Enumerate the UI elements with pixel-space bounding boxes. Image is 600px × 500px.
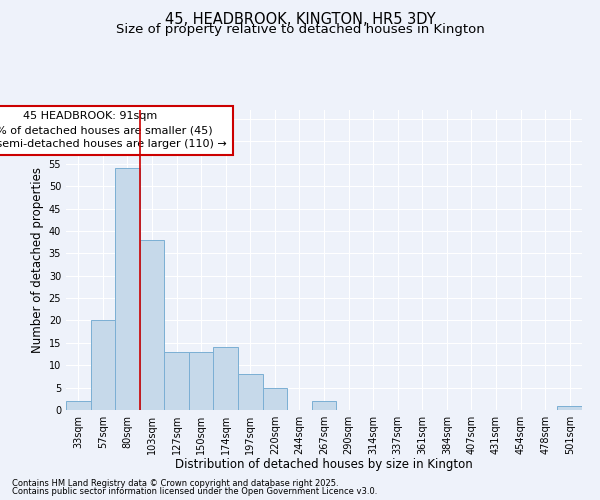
Bar: [238, 374, 263, 410]
Bar: [189, 352, 214, 410]
Bar: [66, 401, 91, 410]
Bar: [140, 240, 164, 410]
Bar: [214, 348, 238, 410]
Bar: [91, 320, 115, 410]
Bar: [557, 406, 582, 410]
Text: Contains HM Land Registry data © Crown copyright and database right 2025.: Contains HM Land Registry data © Crown c…: [12, 479, 338, 488]
Text: 45, HEADBROOK, KINGTON, HR5 3DY: 45, HEADBROOK, KINGTON, HR5 3DY: [164, 12, 436, 28]
Bar: [164, 352, 189, 410]
Text: Size of property relative to detached houses in Kington: Size of property relative to detached ho…: [116, 22, 484, 36]
Y-axis label: Number of detached properties: Number of detached properties: [31, 167, 44, 353]
Text: Contains public sector information licensed under the Open Government Licence v3: Contains public sector information licen…: [12, 487, 377, 496]
X-axis label: Distribution of detached houses by size in Kington: Distribution of detached houses by size …: [175, 458, 473, 471]
Bar: [263, 388, 287, 410]
Bar: [115, 168, 140, 410]
Bar: [312, 401, 336, 410]
Text: 45 HEADBROOK: 91sqm
← 29% of detached houses are smaller (45)
71% of semi-detach: 45 HEADBROOK: 91sqm ← 29% of detached ho…: [0, 111, 227, 149]
